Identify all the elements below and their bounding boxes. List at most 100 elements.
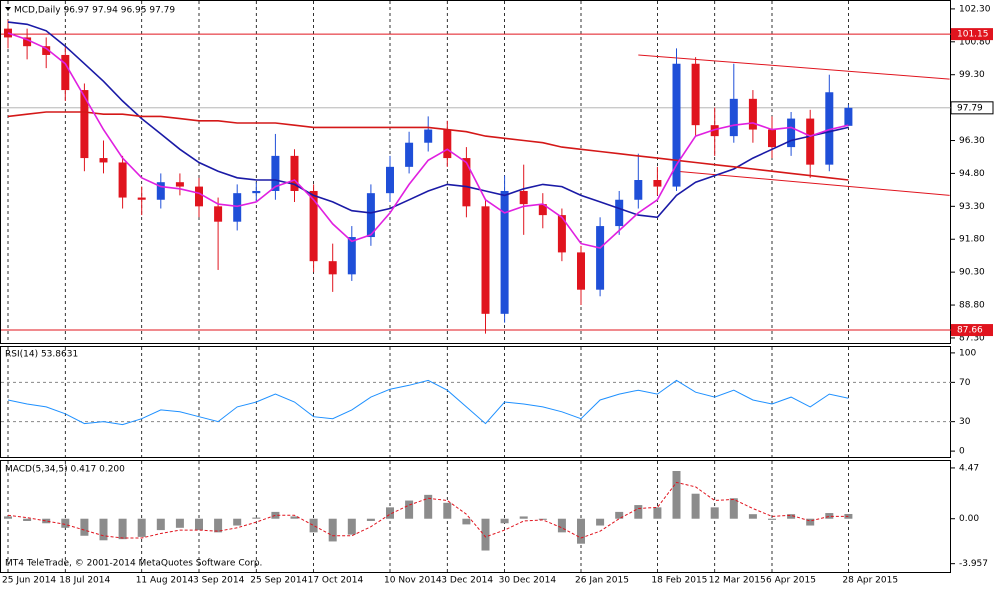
candle-body: [462, 158, 471, 207]
y-tick-label: 94.80: [959, 169, 985, 179]
histogram-bar: [519, 516, 528, 519]
x-tick-label: 25 Sep 2014: [250, 576, 307, 586]
histogram-bar: [175, 518, 184, 528]
y-tick-label: 0: [959, 447, 965, 457]
x-tick-label: 3 Sep 2014: [193, 576, 245, 586]
histogram-bar: [672, 470, 681, 519]
histogram-bar: [806, 518, 815, 526]
histogram-bar: [653, 507, 662, 519]
histogram-bar: [768, 518, 776, 520]
histogram-bar: [386, 507, 394, 519]
candle-body: [309, 190, 318, 262]
rsi-panel: [0, 346, 951, 458]
histogram-bar: [137, 518, 146, 537]
x-tick-label: 17 Oct 2014: [308, 576, 364, 586]
candle-body: [195, 186, 203, 207]
histogram-bar: [42, 518, 51, 524]
series-line: [7, 111, 849, 181]
series-line: [7, 21, 849, 219]
x-tick-label: 11 Aug 2014: [136, 576, 194, 586]
y-tick-label: -3.957: [959, 559, 988, 569]
histogram-bar: [596, 518, 605, 526]
candle-body: [577, 252, 585, 290]
candle-body: [443, 129, 452, 159]
trend-line: [638, 54, 950, 80]
candle-body: [137, 197, 146, 200]
trend-line: [676, 170, 950, 196]
histogram-bar: [443, 502, 452, 519]
histogram-bar: [405, 500, 414, 519]
y-tick-label: 96.30: [959, 136, 985, 146]
y-tick-label: 70: [959, 378, 971, 388]
histogram-bar: [156, 518, 165, 531]
y-tick-label: 88.80: [959, 301, 985, 311]
histogram-bar: [481, 518, 490, 551]
x-tick-label: 30 Dec 2014: [499, 576, 557, 586]
candle-body: [519, 190, 528, 205]
candle-body: [787, 118, 796, 148]
histogram-bar: [366, 518, 375, 521]
histogram-bar: [748, 514, 757, 519]
candle-body: [156, 182, 165, 200]
candle-body: [710, 125, 719, 137]
histogram-bar: [214, 518, 223, 533]
histogram-bar: [233, 518, 242, 526]
histogram-bar: [825, 513, 834, 519]
macd-panel: [0, 460, 951, 573]
candle-body: [825, 92, 834, 165]
candle-body: [596, 226, 605, 290]
candle-body: [634, 180, 643, 200]
main-panel: [0, 0, 951, 344]
histogram-bar: [347, 518, 356, 535]
candle-body: [691, 63, 700, 126]
x-tick-label: 25 Jun 2014: [2, 576, 56, 586]
histogram-bar: [328, 518, 337, 542]
y-tick-label: 100: [959, 348, 976, 358]
y-tick-label: 102.30: [959, 4, 991, 14]
x-tick-label: 28 Apr 2015: [842, 576, 898, 586]
candle-body: [386, 166, 394, 194]
histogram-bar: [195, 518, 203, 531]
x-tick-label: 10 Nov 2014: [384, 576, 442, 586]
candle-body: [61, 54, 70, 91]
current-price-label: 97.79: [957, 103, 983, 113]
histogram-bar: [710, 507, 719, 519]
price-label-box: [951, 324, 993, 337]
y-tick-label: 93.30: [959, 202, 985, 212]
series-line: [7, 32, 849, 249]
chart-title: MCD,Daily 96.97 97.94 96.95 97.79: [14, 6, 175, 16]
histogram-bar: [424, 494, 433, 519]
price-label: 87.66: [957, 326, 983, 336]
y-tick-label: 87.30: [959, 333, 985, 343]
price-label: 101.15: [957, 30, 989, 40]
x-tick-label: 26 Jan 2015: [575, 576, 629, 586]
candle-body: [214, 206, 223, 222]
histogram-bar: [462, 518, 471, 525]
candle-body: [175, 182, 184, 187]
histogram-bar: [118, 518, 127, 540]
candle-body: [405, 142, 414, 167]
candle-body: [538, 204, 547, 216]
histogram-bar: [615, 511, 624, 519]
candle-body: [328, 261, 337, 275]
histogram-bar: [23, 518, 32, 521]
histogram-bar: [252, 517, 261, 519]
x-tick-label: 12 Mar 2015: [709, 576, 766, 586]
y-tick-label: 91.80: [959, 235, 985, 245]
y-tick-label: 100.80: [959, 37, 991, 47]
candle-body: [844, 107, 853, 126]
candle-body: [80, 90, 89, 159]
current-price-box: [950, 101, 994, 115]
histogram-bar: [99, 518, 108, 541]
footer: MT4 TeleTrade, © 2001-2014 MetaQuotes So…: [5, 559, 262, 569]
x-tick-label: 3 Dec 2014: [441, 576, 493, 586]
histogram-bar: [634, 505, 643, 519]
histogram-bar: [691, 493, 700, 519]
candle-body: [557, 215, 566, 253]
candle-body: [481, 206, 490, 314]
candle-body: [233, 193, 242, 222]
histogram-bar: [271, 511, 280, 519]
series-line: [7, 481, 849, 539]
histogram-bar: [729, 498, 738, 519]
